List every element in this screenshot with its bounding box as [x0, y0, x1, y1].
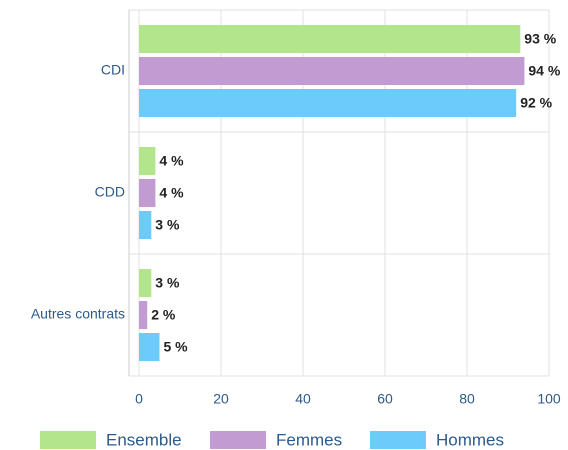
value-label: 5 % [164, 339, 189, 355]
bar [139, 179, 156, 207]
y-tick-label: CDD [95, 184, 125, 200]
x-tick-label: 0 [135, 391, 143, 407]
bar [139, 301, 148, 329]
y-tick-label: Autres contrats [31, 306, 125, 322]
y-tick-label: CDI [101, 62, 125, 78]
bar [139, 147, 156, 175]
bar [139, 57, 525, 85]
legend-swatch [40, 431, 96, 449]
legend-swatch [370, 431, 426, 449]
value-label: 93 % [524, 31, 556, 47]
x-tick-label: 40 [295, 391, 311, 407]
legend-label: Femmes [276, 430, 342, 449]
value-label: 3 % [155, 217, 180, 233]
value-label: 92 % [520, 95, 552, 111]
bar [139, 333, 160, 361]
value-label: 3 % [155, 275, 180, 291]
bar [139, 25, 521, 53]
bar [139, 269, 152, 297]
x-tick-label: 60 [377, 391, 393, 407]
x-tick-label: 80 [459, 391, 475, 407]
value-label: 4 % [159, 185, 184, 201]
value-label: 2 % [151, 307, 176, 323]
legend-label: Hommes [436, 430, 504, 449]
x-tick-label: 20 [213, 391, 229, 407]
x-tick-label: 100 [537, 391, 561, 407]
legend-label: Ensemble [106, 430, 182, 449]
bar [139, 89, 517, 117]
legend-swatch [210, 431, 266, 449]
bar [139, 211, 152, 239]
value-label: 4 % [159, 153, 184, 169]
value-label: 94 % [528, 63, 560, 79]
